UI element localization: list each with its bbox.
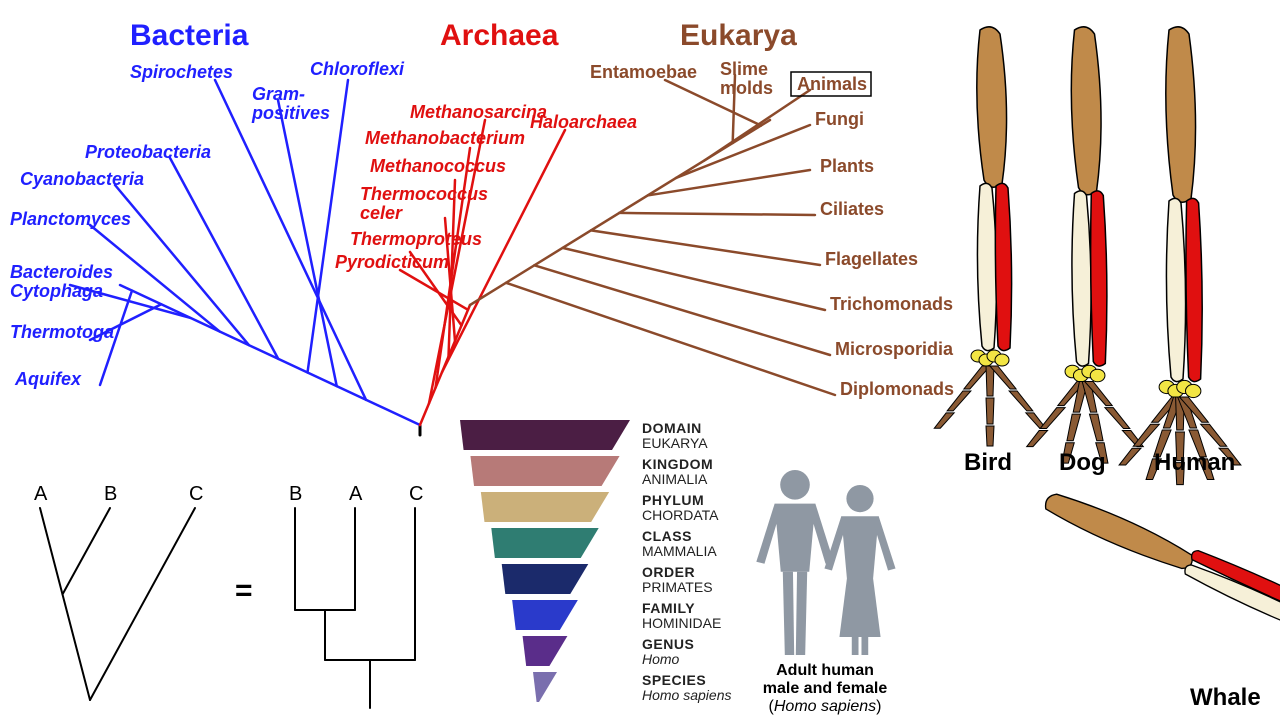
- leaf-label: Aquifex: [14, 369, 82, 389]
- svg-text:KINGDOM: KINGDOM: [642, 456, 713, 472]
- svg-text:ORDER: ORDER: [642, 564, 695, 580]
- svg-text:Dog: Dog: [1059, 449, 1106, 476]
- leaf-label: Chloroflexi: [310, 59, 405, 79]
- tax-bar: [470, 456, 619, 486]
- svg-text:A: A: [34, 483, 48, 505]
- limb: [1027, 27, 1144, 463]
- leaf-label: Fungi: [815, 109, 864, 129]
- svg-text:GENUS: GENUS: [642, 636, 694, 652]
- domain-eukarya: Eukarya Entamoebae Slimemolds Animals Fungi P…: [470, 19, 954, 399]
- svg-text:B: B: [289, 483, 302, 505]
- leaf-label: Proteobacteria: [85, 142, 211, 162]
- leaf-label: Spirochetes: [130, 62, 233, 82]
- svg-text:PHYLUM: PHYLUM: [642, 492, 704, 508]
- svg-text:=: =: [235, 574, 253, 607]
- tax-bar: [460, 420, 630, 450]
- homologous-limbs: Bird Dog Human Whale: [934, 27, 1280, 720]
- leaf-label: Flagellates: [825, 249, 918, 269]
- tax-bar: [481, 492, 609, 522]
- leaf-label: Planctomyces: [10, 209, 131, 229]
- tax-bar: [523, 636, 568, 666]
- leaf-label: Gram-positives: [251, 84, 330, 123]
- svg-text:C: C: [409, 483, 423, 505]
- svg-text:Homo: Homo: [642, 651, 680, 667]
- limb: [1119, 27, 1241, 485]
- leaf-label: Plants: [820, 156, 874, 176]
- leaf-label: Pyrodicticum: [335, 252, 449, 272]
- svg-text:C: C: [189, 483, 203, 505]
- svg-text:EUKARYA: EUKARYA: [642, 435, 708, 451]
- cladogram-equivalence: A B C = B A C: [34, 483, 423, 708]
- leaf-label: Slimemolds: [720, 59, 773, 98]
- leaf-label: Thermoproteus: [350, 229, 482, 249]
- svg-text:male and female: male and female: [763, 680, 888, 697]
- leaf-label: Methanosarcina: [410, 102, 547, 122]
- leaf-label: Cyanobacteria: [20, 169, 144, 189]
- svg-text:FAMILY: FAMILY: [642, 600, 695, 616]
- svg-text:A: A: [349, 483, 363, 505]
- leaf-label: Methanobacterium: [365, 128, 525, 148]
- leaf-label: Ciliates: [820, 199, 884, 219]
- svg-text:PRIMATES: PRIMATES: [642, 579, 713, 595]
- limb-whale: [1021, 442, 1280, 720]
- svg-text:DOMAIN: DOMAIN: [642, 420, 702, 436]
- biology-infographic: Bacteria Spirochetes Gram-positives Chlorof…: [0, 0, 1280, 720]
- svg-text:(Homo sapiens): (Homo sapiens): [769, 698, 882, 715]
- svg-text:SPECIES: SPECIES: [642, 672, 706, 688]
- svg-text:B: B: [104, 483, 117, 505]
- leaf-label: Diplomonads: [840, 379, 954, 399]
- leaf-label: Trichomonads: [830, 294, 953, 314]
- svg-text:CLASS: CLASS: [642, 528, 692, 544]
- leaf-label: Entamoebae: [590, 62, 697, 82]
- tax-bar: [491, 528, 598, 558]
- svg-text:Bacteria: Bacteria: [130, 19, 249, 52]
- leaf-label: Haloarchaea: [530, 112, 637, 132]
- svg-text:MAMMALIA: MAMMALIA: [642, 543, 717, 559]
- leaf-label: Microsporidia: [835, 339, 954, 359]
- leaf-label: BacteroidesCytophaga: [10, 262, 113, 301]
- svg-text:Adult human: Adult human: [776, 662, 874, 679]
- taxonomy-pyramid: DOMAINEUKARYA KINGDOMANIMALIA PHYLUMCHORDA…: [460, 420, 732, 703]
- svg-text:Eukarya: Eukarya: [680, 19, 797, 52]
- svg-text:Archaea: Archaea: [440, 19, 559, 52]
- svg-text:Whale: Whale: [1190, 684, 1261, 711]
- leaf-label: Animals: [797, 74, 867, 94]
- svg-text:HOMINIDAE: HOMINIDAE: [642, 615, 721, 631]
- tax-bar: [533, 672, 557, 702]
- human-silhouettes: Adult humanmale and female(Homo sapiens): [756, 470, 895, 715]
- svg-text:Human: Human: [1154, 449, 1235, 476]
- leaf-label: Thermotoga: [10, 322, 114, 342]
- tree-of-life: Bacteria Spirochetes Gram-positives Chlorof…: [10, 19, 954, 435]
- svg-text:CHORDATA: CHORDATA: [642, 507, 719, 523]
- leaf-label: Methanococcus: [370, 156, 506, 176]
- tax-bar: [502, 564, 589, 594]
- svg-text:Bird: Bird: [964, 449, 1012, 476]
- limb: [1021, 442, 1280, 720]
- tax-bar: [512, 600, 578, 630]
- svg-text:ANIMALIA: ANIMALIA: [642, 471, 708, 487]
- leaf-label: Thermococcusceler: [360, 184, 488, 223]
- domain-bacteria: Bacteria Spirochetes Gram-positives Chlorof…: [10, 19, 420, 425]
- svg-text:Homo sapiens: Homo sapiens: [642, 687, 732, 703]
